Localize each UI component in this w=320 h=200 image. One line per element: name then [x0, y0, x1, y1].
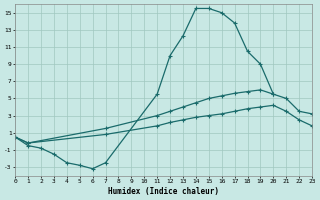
- X-axis label: Humidex (Indice chaleur): Humidex (Indice chaleur): [108, 187, 219, 196]
